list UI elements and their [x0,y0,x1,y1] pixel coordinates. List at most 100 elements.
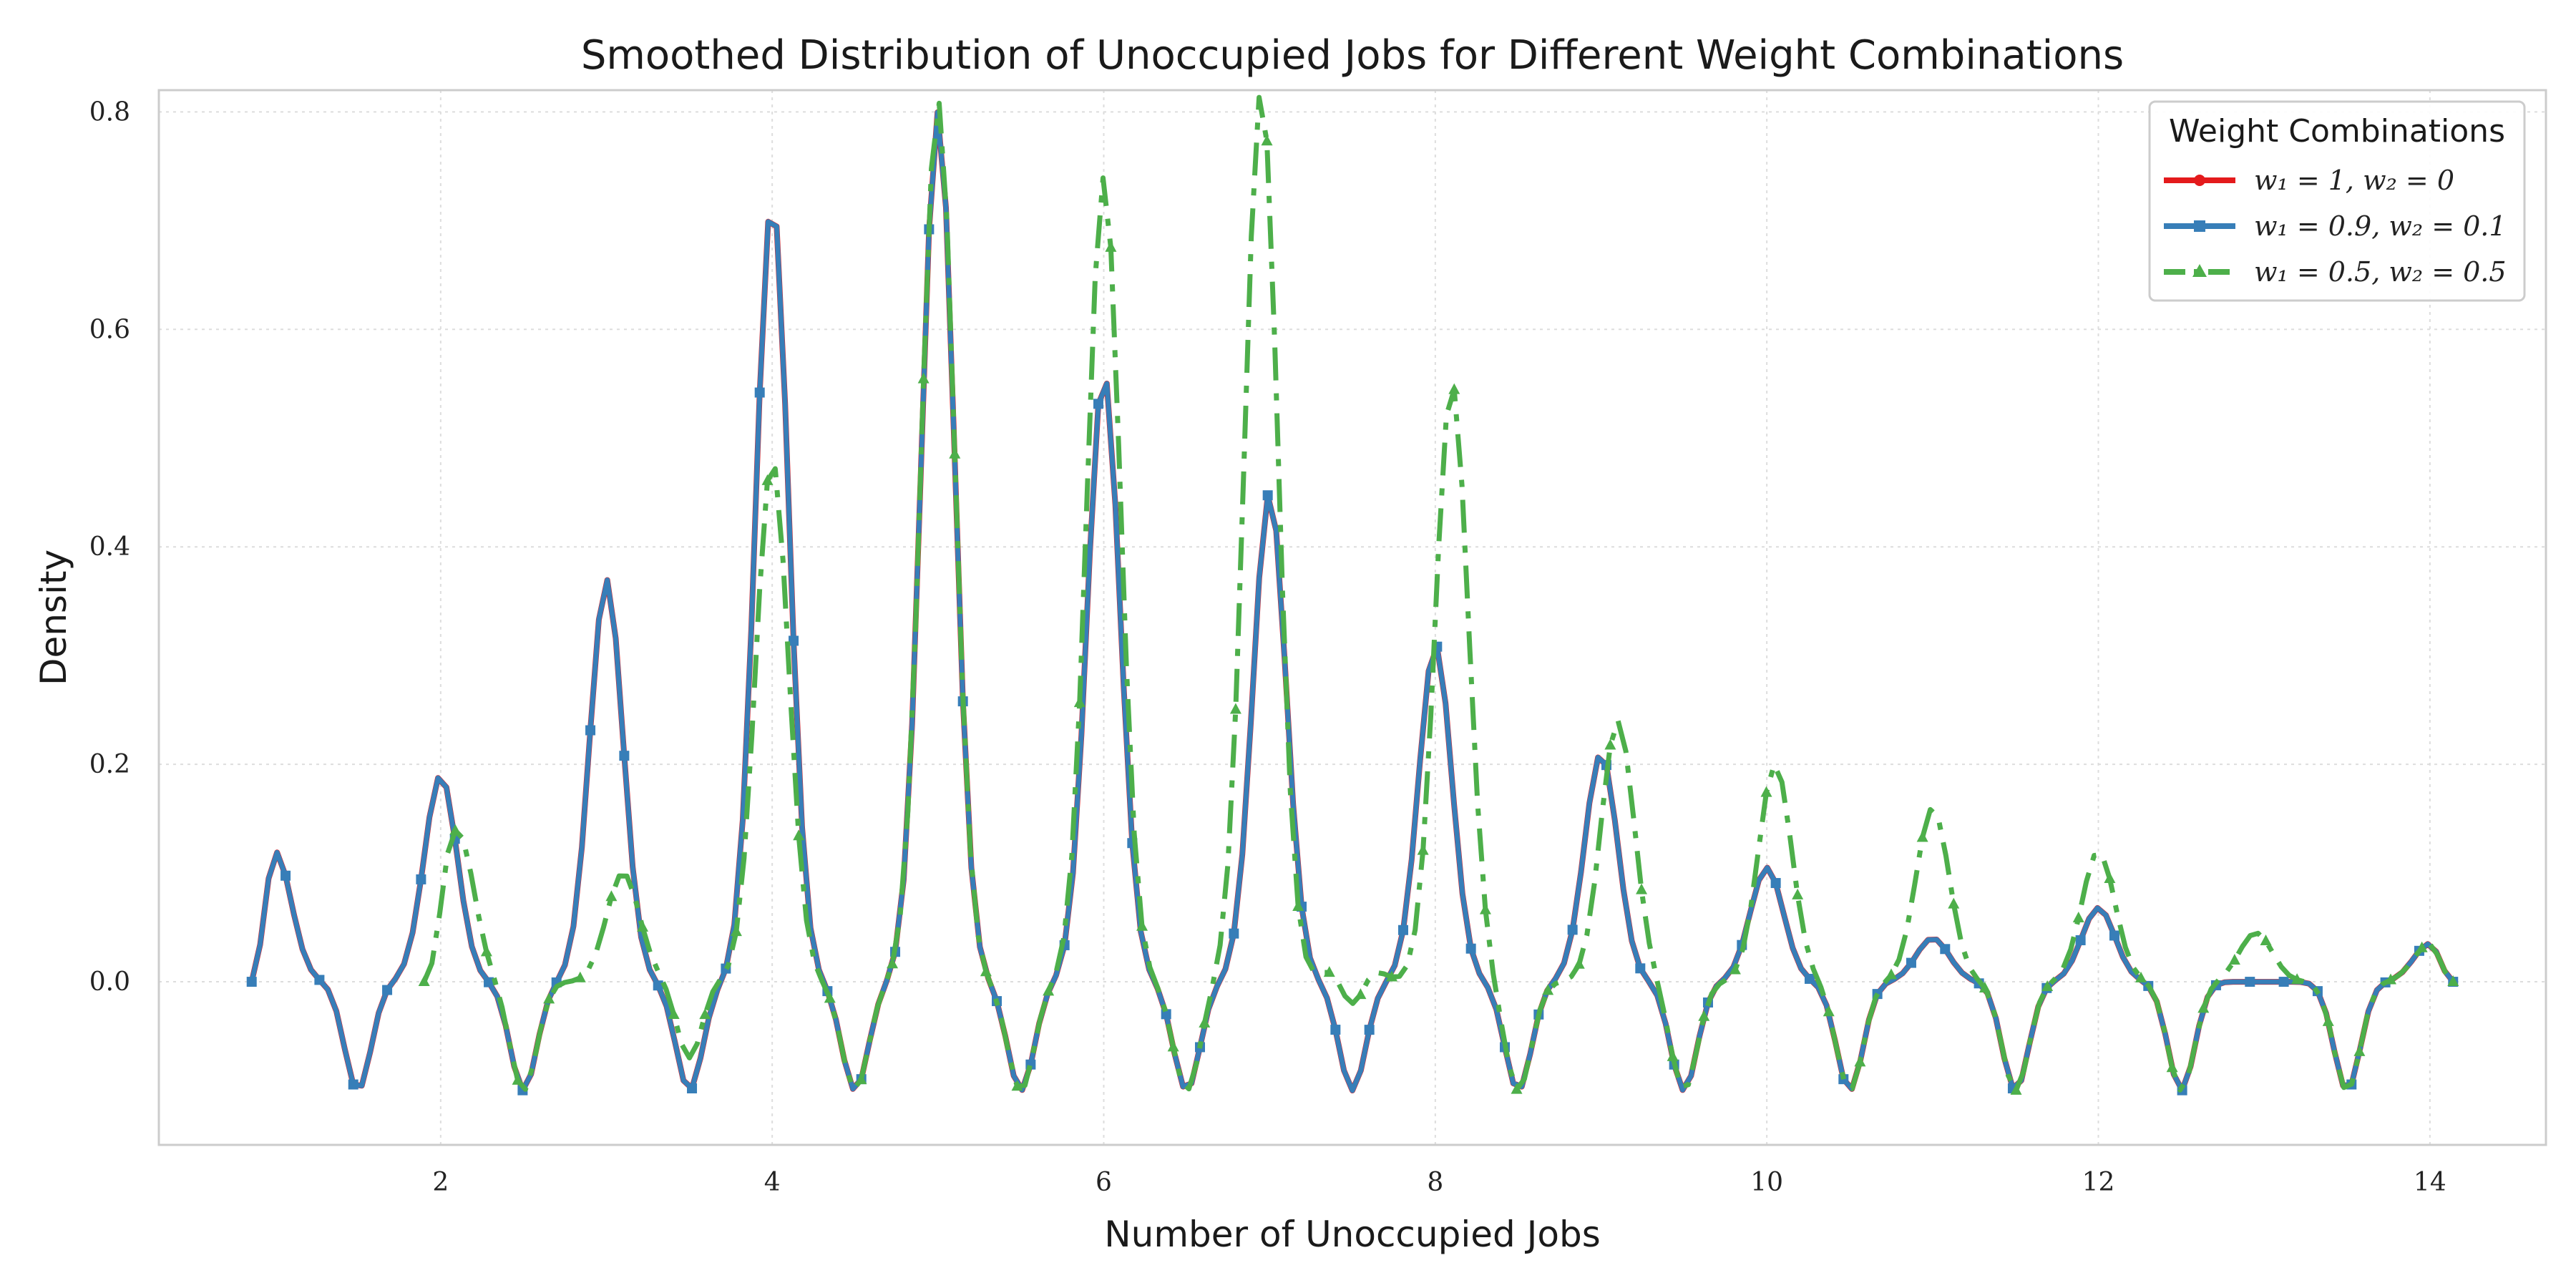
x-tick-labels: 2 4 6 8 10 12 14 [432,1168,2446,1197]
data-point [1635,963,1646,974]
legend: Weight Combinations w₁ = 1, w₂ = 0 w₁ = 0… [2148,100,2526,302]
y-tick-labels: 0.0 0.2 0.4 0.6 0.8 [89,97,130,997]
legend-marker [2194,220,2205,232]
data-point [585,725,596,736]
data-point [1043,985,1055,996]
data-point [416,874,426,884]
y-tick-label: 0.6 [89,315,130,344]
data-point [449,824,462,835]
data-point [1093,399,1104,409]
data-point [1511,1083,1523,1094]
data-point [1804,973,1815,984]
data-point [1262,490,1273,501]
data-point [1323,966,1335,977]
data-point [2353,1045,2366,1056]
data-point [1136,919,1148,931]
data-point [2166,1061,2178,1073]
data-point [687,1083,698,1094]
x-tick-label: 10 [1750,1168,1783,1197]
data-point [2104,872,2116,883]
data-point [1397,924,1408,935]
data-point [1906,957,1916,968]
legend-label: w₁ = 1, w₂ = 0 [2254,165,2454,196]
data-point [314,975,325,985]
data-point [1916,831,1928,842]
data-point [887,957,899,969]
data-point [2278,977,2289,987]
data-point [348,1079,358,1090]
data-point [1667,1050,1679,1061]
data-point [1229,703,1241,714]
plot-frame [157,89,2547,1146]
legend-marker [2194,175,2205,186]
data-point [1292,899,1304,911]
x-tick-label: 12 [2082,1168,2115,1197]
x-tick-label: 14 [2414,1168,2446,1197]
data-point [1854,1055,1866,1067]
data-point [382,985,393,995]
data-point [789,635,799,646]
data-point [1573,957,1585,969]
data-point [761,474,774,485]
x-tick-label: 2 [432,1168,449,1197]
data-point [605,890,618,902]
data-point [1940,944,1951,955]
y-axis-label: Density [33,550,74,686]
data-point [793,829,805,841]
data-point [2322,1015,2334,1026]
data-point [2228,954,2240,965]
data-point [699,1008,711,1020]
y-tick-label: 0.8 [89,97,130,127]
data-point [1948,897,1960,909]
data-point [1448,383,1460,394]
data-point [637,920,649,932]
data-point [2260,934,2272,945]
data-point [619,751,630,761]
data-point [824,992,836,1003]
data-point [1479,903,1491,914]
data-point [2135,971,2147,982]
data-point [2041,980,2054,992]
series-3 [418,94,2459,1095]
legend-entry: w₁ = 0.5, w₂ = 0.5 [2164,256,2507,288]
data-point [1567,924,1578,935]
data-point [754,387,765,398]
series-layer [246,94,2459,1096]
data-point [1261,135,1273,146]
data-point [2075,935,2086,946]
data-point [1364,1025,1375,1035]
data-point [2072,911,2084,922]
data-point [855,1073,867,1085]
series-line [421,94,2456,1093]
legend-marker [2192,264,2207,277]
data-point [2010,1083,2022,1095]
series-2 [246,109,2459,1096]
data-point [1760,786,1772,797]
data-point [1105,240,1117,252]
legend-box [2148,100,2526,302]
data-point [1417,844,1429,855]
data-point [1792,888,1804,899]
data-point [653,980,663,991]
data-point [1330,1025,1341,1035]
data-point [418,975,430,987]
data-point [1698,1010,1710,1021]
data-point [2109,930,2119,941]
data-point [1823,1005,1835,1017]
y-tick-label: 0.0 [89,967,130,997]
data-point [2385,973,2397,985]
legend-label: w₁ = 0.9, w₂ = 0.1 [2254,210,2507,242]
data-point [2416,941,2428,952]
data-point [1167,1040,1179,1052]
data-point [1604,738,1616,750]
y-tick-label: 0.4 [89,532,130,562]
data-point [484,977,494,987]
data-point [480,945,492,957]
legend-entry: w₁ = 1, w₂ = 0 [2164,165,2454,196]
data-point [2447,975,2459,987]
data-point [1465,943,1476,954]
data-point [668,1008,680,1019]
data-point [1355,988,1367,1000]
data-point [1229,928,1239,939]
data-point [1199,1016,1211,1028]
